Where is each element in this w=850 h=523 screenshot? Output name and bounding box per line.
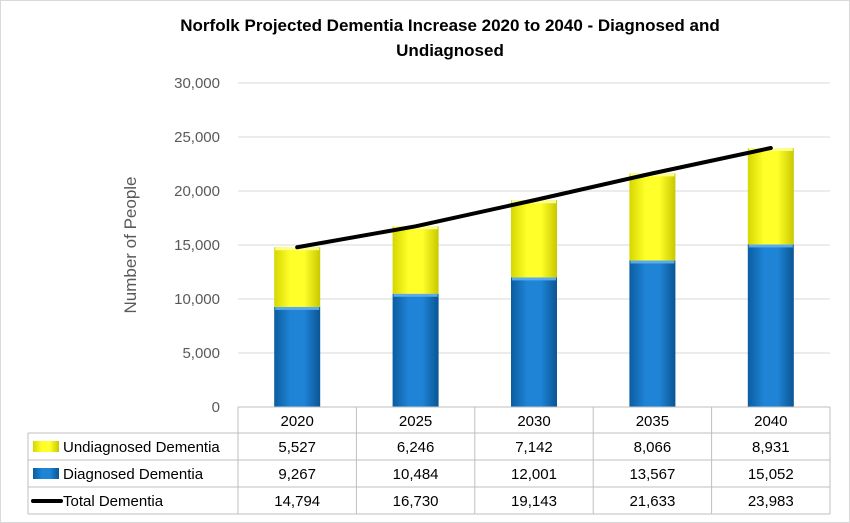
y-tick-label: 10,000: [174, 291, 220, 308]
table-cell: 9,267: [278, 466, 316, 483]
x-category-label: 2035: [636, 413, 669, 430]
table-row-label: Undiagnosed Dementia: [63, 439, 220, 456]
legend-key: [33, 468, 59, 479]
bar-diagnosed: [629, 260, 676, 407]
table-cell: 15,052: [748, 466, 794, 483]
x-category-label: 2030: [517, 413, 550, 430]
table-cell: 10,484: [393, 466, 439, 483]
bar-diagnosed-bevel: [630, 260, 675, 264]
y-axis-ticks: 0 5,000 10,000 15,000 20,000 25,000 30,000: [174, 75, 220, 416]
bar-undiagnosed: [511, 200, 557, 278]
x-category-label: 2025: [399, 413, 432, 430]
table-cell: 6,246: [397, 439, 435, 456]
table-cell: 14,794: [274, 493, 320, 510]
table-cell: 8,931: [752, 439, 790, 456]
chart-title-line-2: Undiagnosed: [396, 41, 504, 60]
bar-diagnosed: [274, 306, 321, 407]
table-cell: 23,983: [748, 493, 794, 510]
table-cell: 16,730: [393, 493, 439, 510]
table-cell: 8,066: [634, 439, 672, 456]
x-category-label: 2020: [281, 413, 314, 430]
y-tick-label: 25,000: [174, 129, 220, 146]
bars: [274, 147, 794, 407]
legend-key: [33, 441, 59, 452]
table-row-label: Total Dementia: [63, 493, 164, 510]
bar-undiagnosed: [392, 226, 439, 294]
y-tick-label: 20,000: [174, 183, 220, 200]
table-cell: 21,633: [629, 493, 675, 510]
bar-diagnosed-bevel: [748, 244, 793, 248]
table-cell: 19,143: [511, 493, 557, 510]
gridlines: [238, 82, 830, 354]
table-cell: 13,567: [629, 466, 675, 483]
bar-diagnosed: [747, 244, 794, 407]
total-line: [295, 145, 773, 250]
table-cell: 5,527: [278, 439, 316, 456]
bar-diagnosed-bevel: [512, 277, 556, 281]
bar-diagnosed: [511, 277, 557, 407]
bar-diagnosed-bevel: [275, 306, 320, 310]
table-cell: 7,142: [515, 439, 553, 456]
bar-diagnosed-bevel: [393, 293, 438, 297]
table-cell: 12,001: [511, 466, 557, 483]
table-row-label: Diagnosed Dementia: [63, 466, 204, 483]
bar-undiagnosed: [274, 247, 321, 307]
total-dementia-line: [295, 145, 773, 250]
y-tick-label: 30,000: [174, 75, 220, 92]
bar-undiagnosed: [629, 173, 676, 261]
bar-diagnosed: [392, 293, 439, 407]
bar-undiagnosed: [747, 147, 794, 245]
x-category-label: 2040: [754, 413, 787, 430]
data-table: 2020 2025 2030 2035 2040 Undiagnosed Dementia…: [27, 406, 831, 515]
y-tick-label: 15,000: [174, 237, 220, 254]
y-axis-label: Number of People: [121, 176, 140, 313]
chart-title-line-1: Norfolk Projected Dementia Increase 2020…: [180, 16, 719, 35]
y-tick-label: 5,000: [182, 345, 220, 362]
y-tick-label: 0: [212, 399, 220, 416]
